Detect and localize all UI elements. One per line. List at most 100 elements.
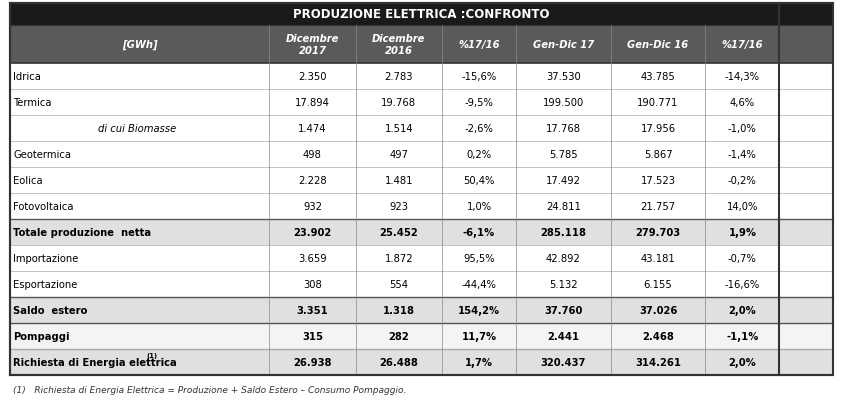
Bar: [10, 26, 833, 64]
Text: -1,4%: -1,4%: [728, 150, 757, 160]
Text: Dicembre
2017: Dicembre 2017: [286, 34, 339, 56]
Text: 17.894: 17.894: [295, 98, 330, 108]
Text: 923: 923: [389, 202, 408, 211]
Text: 1,7%: 1,7%: [465, 357, 493, 367]
Text: Fotovoltaica: Fotovoltaica: [13, 202, 74, 211]
Text: 0,2%: 0,2%: [466, 150, 491, 160]
Text: PRODUZIONE ELETTRICA :CONFRONTO: PRODUZIONE ELETTRICA :CONFRONTO: [293, 9, 550, 21]
Bar: [10, 349, 833, 375]
Text: Termica: Termica: [13, 98, 52, 108]
Text: 2.468: 2.468: [642, 331, 674, 341]
Text: 932: 932: [303, 202, 322, 211]
Text: 26.938: 26.938: [293, 357, 332, 367]
Text: 279.703: 279.703: [636, 227, 680, 237]
Text: 37.760: 37.760: [545, 305, 583, 315]
Text: 3.351: 3.351: [297, 305, 329, 315]
Text: Geotermica: Geotermica: [13, 150, 72, 160]
Text: -1,1%: -1,1%: [726, 331, 759, 341]
Text: 282: 282: [389, 331, 409, 341]
Text: 1.872: 1.872: [384, 254, 413, 263]
Bar: [10, 142, 833, 168]
Text: 1.514: 1.514: [384, 124, 413, 134]
Text: -6,1%: -6,1%: [463, 227, 495, 237]
Text: 17.523: 17.523: [641, 175, 675, 186]
Text: 37.026: 37.026: [639, 305, 677, 315]
Bar: [10, 245, 833, 271]
Text: 26.488: 26.488: [379, 357, 418, 367]
Text: Saldo  estero: Saldo estero: [13, 305, 88, 315]
Text: 2.350: 2.350: [298, 72, 327, 82]
Text: 6.155: 6.155: [644, 279, 673, 289]
Bar: [10, 168, 833, 193]
Text: 497: 497: [389, 150, 408, 160]
Text: -2,6%: -2,6%: [464, 124, 493, 134]
Text: 25.452: 25.452: [379, 227, 418, 237]
Text: 320.437: 320.437: [540, 357, 586, 367]
Bar: [10, 271, 833, 297]
Text: -14,3%: -14,3%: [725, 72, 760, 82]
Text: 190.771: 190.771: [637, 98, 679, 108]
Text: 315: 315: [302, 331, 323, 341]
Text: (1)   Richiesta di Energia Elettrica = Produzione + Saldo Estero – Consumo Pompa: (1) Richiesta di Energia Elettrica = Pro…: [13, 385, 407, 394]
Text: 498: 498: [303, 150, 322, 160]
Text: 19.768: 19.768: [381, 98, 416, 108]
Text: 554: 554: [389, 279, 408, 289]
Text: 154,2%: 154,2%: [458, 305, 500, 315]
Text: 314.261: 314.261: [635, 357, 681, 367]
Text: %17/16: %17/16: [459, 40, 500, 50]
Text: Dicembre
2016: Dicembre 2016: [373, 34, 426, 56]
Bar: [10, 297, 833, 323]
Text: 285.118: 285.118: [540, 227, 587, 237]
Text: (1): (1): [147, 352, 158, 358]
Text: 11,7%: 11,7%: [461, 331, 497, 341]
Text: 21.757: 21.757: [641, 202, 675, 211]
Text: -16,6%: -16,6%: [725, 279, 760, 289]
Text: 43.181: 43.181: [641, 254, 675, 263]
Text: [GWh]: [GWh]: [122, 40, 158, 50]
Text: 5.132: 5.132: [549, 279, 577, 289]
Text: -44,4%: -44,4%: [462, 279, 497, 289]
Text: Esportazione: Esportazione: [13, 279, 78, 289]
Text: di cui Biomasse: di cui Biomasse: [98, 124, 176, 134]
Text: Richiesta di Energia elettrica: Richiesta di Energia elettrica: [13, 357, 177, 367]
Text: Idrica: Idrica: [13, 72, 41, 82]
Bar: [10, 323, 833, 349]
Text: 5.867: 5.867: [644, 150, 673, 160]
Text: Pompaggi: Pompaggi: [13, 331, 70, 341]
Bar: [10, 4, 833, 26]
Text: Gen-Dic 16: Gen-Dic 16: [627, 40, 689, 50]
Text: 3.659: 3.659: [298, 254, 327, 263]
Text: Totale produzione  netta: Totale produzione netta: [13, 227, 152, 237]
Bar: [10, 220, 833, 245]
Text: 1.481: 1.481: [384, 175, 413, 186]
Text: 308: 308: [303, 279, 322, 289]
Text: 50,4%: 50,4%: [464, 175, 495, 186]
Text: Gen-Dic 17: Gen-Dic 17: [533, 40, 594, 50]
Bar: [10, 193, 833, 220]
Text: 2.228: 2.228: [298, 175, 327, 186]
Text: -9,5%: -9,5%: [464, 98, 493, 108]
Text: 23.902: 23.902: [293, 227, 331, 237]
Text: -0,7%: -0,7%: [728, 254, 757, 263]
Text: 4,6%: 4,6%: [730, 98, 755, 108]
Text: -15,6%: -15,6%: [461, 72, 497, 82]
Text: 24.811: 24.811: [546, 202, 581, 211]
Text: -1,0%: -1,0%: [728, 124, 757, 134]
Text: 2.783: 2.783: [384, 72, 413, 82]
Text: 37.530: 37.530: [546, 72, 581, 82]
Text: 43.785: 43.785: [641, 72, 675, 82]
Bar: [10, 64, 833, 90]
Text: 17.768: 17.768: [546, 124, 581, 134]
Text: 14,0%: 14,0%: [727, 202, 758, 211]
Text: 1,9%: 1,9%: [728, 227, 756, 237]
Text: 95,5%: 95,5%: [464, 254, 495, 263]
Text: 2.441: 2.441: [547, 331, 579, 341]
Text: 1.474: 1.474: [298, 124, 327, 134]
Text: 42.892: 42.892: [546, 254, 581, 263]
Text: 1,0%: 1,0%: [466, 202, 491, 211]
Text: -0,2%: -0,2%: [728, 175, 757, 186]
Text: 17.492: 17.492: [546, 175, 581, 186]
Text: 2,0%: 2,0%: [728, 305, 756, 315]
Text: %17/16: %17/16: [722, 40, 763, 50]
Text: 17.956: 17.956: [641, 124, 675, 134]
